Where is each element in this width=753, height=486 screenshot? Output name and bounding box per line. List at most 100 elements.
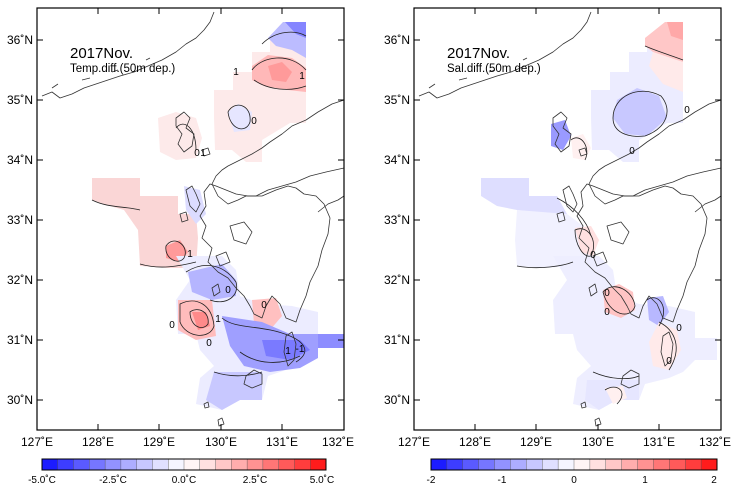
contour-label: 0 <box>225 285 231 296</box>
koshiki <box>211 283 221 297</box>
shade-southeast-pink <box>649 322 681 370</box>
shade-south-lower <box>206 372 262 410</box>
colorbar-tick-label: 5.0˚C <box>310 474 334 486</box>
y-tick-labels: 30˚N 31˚N 32˚N 33˚N 34˚N 35˚N 36˚N <box>7 33 33 407</box>
x-tick-label: 128˚E <box>459 435 491 449</box>
shikoku-coast <box>317 195 345 213</box>
goto-islands <box>556 185 578 223</box>
x-tick-label: 129˚E <box>143 435 175 449</box>
colorbar-swatch <box>41 458 59 471</box>
colorbar-swatch <box>152 458 169 471</box>
iki <box>578 147 588 157</box>
colorbar-swatch <box>478 458 496 471</box>
contour-label: 0 <box>629 146 635 157</box>
colorbar-swatch <box>621 458 639 471</box>
map-title: 2017Nov. <box>70 45 133 62</box>
tsushima <box>552 111 572 153</box>
colorbar-swatch <box>430 458 448 471</box>
colorbar-tick-label: 0 <box>571 475 577 486</box>
y-tick-label: 36˚N <box>384 33 410 47</box>
shade-tsushima-blue <box>551 120 571 150</box>
map-subtitle: Sal.diff.(50m dep.) <box>447 63 541 75</box>
y-tick-label: 30˚N <box>384 393 410 407</box>
kyushu-coast <box>199 183 331 323</box>
contour-label: 1 <box>215 314 221 325</box>
y-tick-labels: 30˚N 31˚N 32˚N 33˚N 34˚N 35˚N 36˚N <box>384 33 410 407</box>
coastlines <box>418 11 722 427</box>
colorbar-swatch <box>557 458 575 471</box>
y-tick-label: 36˚N <box>7 33 33 47</box>
korea-islands <box>428 57 528 89</box>
shade-south-pale <box>553 256 717 410</box>
colorbar-swatch <box>57 458 75 471</box>
map-frame <box>36 7 345 431</box>
shade-west-pink <box>571 134 591 160</box>
korea-islands <box>51 57 151 89</box>
honshu-coast <box>211 99 345 205</box>
korea-coast <box>41 11 215 99</box>
shade-north-red-core <box>667 22 683 40</box>
colorbar-swatch <box>73 458 90 471</box>
iki <box>201 147 211 157</box>
contour-label: 1 <box>187 249 193 260</box>
y-tick-label: 35˚N <box>7 93 33 107</box>
contour-label: 0 <box>604 307 610 318</box>
colorbar-tick-label: 2 <box>711 475 717 486</box>
x-tick-label: 131˚E <box>266 435 298 449</box>
colorbar-swatch <box>446 458 464 471</box>
colorbar: -5.0˚C -2.5˚C 0.0˚C 2.5˚C 5.0˚C <box>28 458 334 486</box>
contour-label: 0 <box>684 105 690 116</box>
tanegashima <box>660 331 674 367</box>
contour-label: 0 <box>206 338 212 349</box>
x-tick-label: 129˚E <box>520 435 552 449</box>
x-tick-label: 130˚E <box>205 435 237 449</box>
yakushima <box>243 369 263 389</box>
x-tick-labels: 127˚E 128˚E 129˚E 130˚E 131˚E 132˚E <box>21 435 354 449</box>
colorbar-swatch <box>231 458 248 471</box>
anomaly-shading <box>92 22 344 410</box>
x-tick-label: 130˚E <box>582 435 614 449</box>
contour-labels: 1 1 0 0 1 1 0 0 1 0 0 1 -1 <box>169 67 305 357</box>
colorbar-swatch <box>294 458 311 471</box>
shade-south-blue <box>188 264 236 300</box>
y-tick-label: 30˚N <box>7 393 33 407</box>
colorbar-swatch <box>526 458 543 471</box>
colorbar-swatch <box>278 458 295 471</box>
y-tick-label: 32˚N <box>7 273 33 287</box>
colorbar-swatch <box>637 458 654 471</box>
shade-goto-red <box>575 226 599 256</box>
colorbar-swatch <box>510 458 527 471</box>
colorbar-swatch <box>310 458 327 471</box>
shade-east-blue <box>318 334 344 348</box>
tanegashima <box>283 331 297 367</box>
colorbar-swatch <box>700 458 718 471</box>
y-tick-label: 31˚N <box>7 333 33 347</box>
colorbar-swatch <box>462 458 480 471</box>
coastlines <box>41 11 345 427</box>
x-tick-label: 132˚E <box>699 435 731 449</box>
shade-southeast-blue-core <box>262 340 310 360</box>
shade-mid-pale <box>515 210 593 268</box>
colorbar-swatch <box>669 458 686 471</box>
colorbar-tick-label: -5.0˚C <box>28 474 56 486</box>
colorbar-swatch <box>183 458 201 471</box>
contour-label: 0 <box>676 323 682 334</box>
colorbar-tick-label: -1 <box>498 475 507 486</box>
colorbar: -2 -1 0 1 2 <box>427 458 718 486</box>
contour-label: 0 <box>590 250 596 261</box>
shade-mid-west <box>481 178 567 214</box>
contour-label: 1 <box>233 67 239 78</box>
x-tick-labels: 127˚E 128˚E 129˚E 130˚E 131˚E 132˚E <box>398 435 731 449</box>
colorbar-swatch <box>120 458 138 471</box>
colorbar-swatches <box>430 458 718 471</box>
small-islands <box>203 401 225 427</box>
korea-coast <box>418 11 592 99</box>
colorbar-tick-label: 0.0˚C <box>172 474 196 486</box>
contour-label: 0 <box>169 320 175 331</box>
y-tick-label: 32˚N <box>384 273 410 287</box>
kyushu-inner <box>592 221 630 267</box>
x-tick-label: 131˚E <box>643 435 675 449</box>
contour-labels: 0 0 0 0 0 0 0 <box>590 105 690 367</box>
y-tick-label: 34˚N <box>7 153 33 167</box>
colorbar-swatch <box>653 458 670 471</box>
